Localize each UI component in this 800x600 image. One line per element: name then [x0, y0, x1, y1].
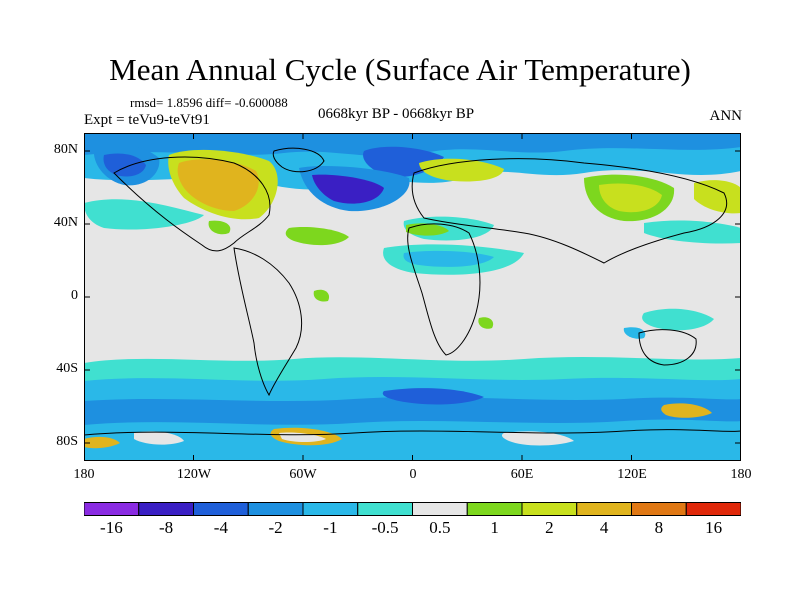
lon-label-60e: 60E: [510, 467, 534, 482]
colorbar-box: [247, 502, 304, 516]
colorbar-box: [412, 502, 468, 516]
lon-label-120w: 120W: [176, 467, 212, 482]
lat-label-80n: 80N: [53, 142, 78, 157]
colorbar-box: [302, 502, 359, 516]
lat-label-40n: 40N: [53, 215, 78, 230]
lat-label-40s: 40S: [56, 361, 78, 376]
colorbar-label: 4: [599, 518, 609, 537]
colorbar-label: -16: [100, 518, 123, 537]
lon-label-120e: 120E: [617, 467, 647, 482]
lon-label-180e: 180: [730, 467, 752, 482]
axis-ticks: [84, 133, 741, 461]
colorbar-label: -8: [159, 518, 174, 537]
colorbar-box: [466, 502, 523, 516]
experiment-label: Expt = teVu9-teVt91: [84, 112, 210, 128]
lon-label-180w: 180: [73, 467, 95, 482]
colorbar-box: [576, 502, 632, 516]
chart-title: Mean Annual Cycle (Surface Air Temperatu…: [109, 52, 691, 87]
colorbar-label: -4: [213, 518, 228, 537]
colorbar-box: [84, 502, 140, 516]
lat-label-0: 0: [71, 288, 78, 303]
period-text: 0668kyr BP - 0668kyr BP: [318, 106, 475, 122]
colorbar-label: 2: [545, 518, 554, 537]
colorbar-box: [138, 502, 194, 516]
season-label: ANN: [709, 108, 743, 124]
colorbar-label: -0.5: [371, 518, 399, 537]
coastlines: [84, 147, 741, 436]
colorbar-box: [685, 502, 741, 516]
lon-label-0: 0: [409, 467, 417, 482]
lon-label-60w: 60W: [289, 467, 317, 482]
colorbar-label: 16: [705, 518, 723, 537]
anomaly-field: [84, 133, 741, 461]
colorbar-label: 8: [654, 518, 664, 537]
colorbar-box: [631, 502, 687, 516]
colorbar-label: 1: [490, 518, 499, 537]
colorbar-label: 0.5: [429, 518, 451, 537]
colorbar-box: [521, 502, 578, 516]
colorbar-label: -1: [323, 518, 338, 537]
colorbar-label: -2: [268, 518, 283, 537]
colorbar-box: [193, 502, 249, 516]
stats-text: rmsd= 1.8596 diff= -0.600088: [130, 95, 288, 110]
colorbar-box: [357, 502, 413, 516]
lat-label-80s: 80S: [56, 434, 78, 449]
anomaly-map: [84, 133, 741, 461]
colorbar: [84, 502, 741, 516]
